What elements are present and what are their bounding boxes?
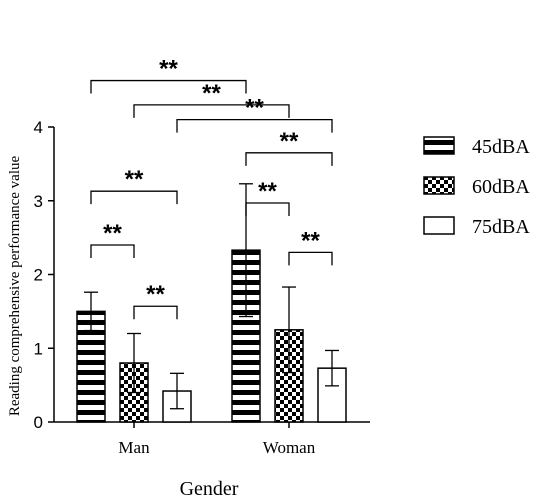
significance-brackets: ****************** (90, 56, 333, 320)
plot-area: 0 1 2 3 4 Man Woman (34, 118, 370, 457)
legend-swatch-60dBA (423, 176, 455, 195)
significance-label: ** (202, 80, 221, 107)
x-tick-label: Woman (263, 438, 316, 457)
significance-label: ** (159, 56, 178, 83)
significance-bracket (90, 244, 135, 258)
significance-bracket (133, 104, 290, 118)
significance-label: ** (125, 166, 144, 193)
significance-label: ** (103, 220, 122, 247)
significance-bracket (90, 79, 247, 94)
x-axis-label: Gender (180, 478, 239, 500)
y-tick-label: 1 (34, 339, 43, 358)
legend-swatch-45dBA (423, 136, 455, 155)
significance-bracket (288, 251, 333, 266)
y-tick-label: 4 (34, 118, 43, 137)
significance-label: ** (245, 95, 264, 122)
significance-label: ** (301, 227, 320, 254)
significance-label: ** (280, 128, 299, 155)
significance-bracket (90, 190, 178, 205)
legend-label-60dBA: 60dBA (472, 176, 530, 198)
legend: 45dBA 60dBA 75dBA (423, 136, 530, 238)
significance-bracket (176, 118, 333, 133)
y-tick-label: 0 (34, 413, 43, 432)
legend-label-45dBA: 45dBA (472, 136, 530, 158)
significance-label: ** (258, 178, 277, 205)
x-tick-label: Man (118, 438, 150, 457)
y-tick-label: 2 (34, 266, 43, 285)
significance-bracket (245, 202, 290, 216)
legend-swatch-75dBA (423, 216, 455, 235)
significance-label: ** (146, 281, 165, 308)
y-tick-label: 3 (34, 192, 43, 211)
y-axis-label: Reading comprehensive performance value (7, 156, 23, 417)
legend-label-75dBA: 75dBA (472, 216, 530, 238)
significance-bracket (245, 152, 333, 166)
significance-bracket (133, 305, 178, 320)
